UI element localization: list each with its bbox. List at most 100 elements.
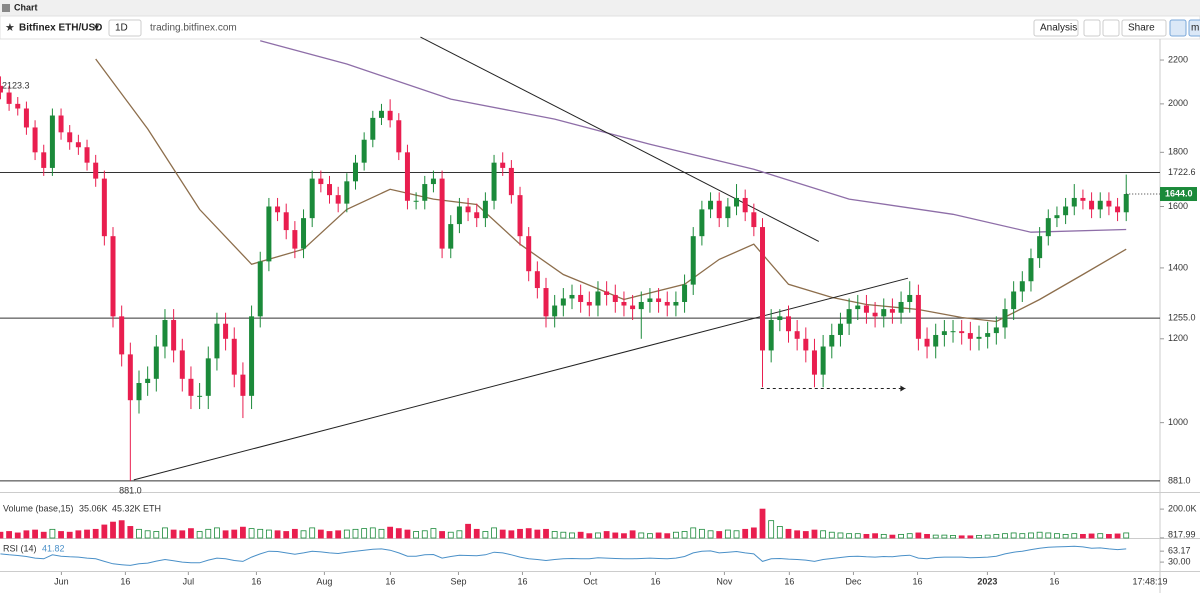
candle-body — [829, 334, 835, 347]
volume-bar — [231, 529, 238, 539]
volume-bar — [941, 534, 948, 539]
volume-bar — [993, 533, 1000, 539]
candle-body — [171, 320, 177, 351]
dropdown-caret[interactable]: ▾ — [94, 23, 99, 34]
candle-body — [647, 298, 653, 302]
rsi-line — [0, 545, 1127, 566]
volume-bar — [621, 533, 627, 539]
volume-bar — [846, 533, 853, 539]
menu-label[interactable]: m — [1191, 23, 1199, 34]
volume-bar — [274, 530, 281, 539]
trend-line — [133, 277, 909, 481]
volume-bar — [768, 520, 775, 539]
candle-body — [967, 333, 973, 339]
candle-body — [543, 288, 549, 317]
trend-line — [420, 36, 820, 242]
candle-body — [699, 209, 705, 237]
volume-bar — [906, 533, 913, 539]
volume-bar — [837, 532, 844, 539]
candle-body — [1106, 200, 1112, 207]
candle-body — [257, 261, 263, 317]
volume-bar — [880, 533, 887, 539]
fullscreen-button[interactable] — [1169, 19, 1187, 37]
volume-bar — [465, 523, 471, 539]
candle-body — [110, 236, 116, 317]
share-button[interactable] — [1121, 19, 1167, 37]
candle-body — [785, 316, 791, 332]
candle-body — [595, 291, 601, 306]
volume-bar — [170, 529, 177, 539]
candle-body — [352, 162, 358, 182]
volume-bar — [14, 532, 21, 539]
volume-bar — [586, 533, 593, 539]
y-tick-label: 1000 — [1168, 417, 1188, 427]
x-tick-label: 16 — [120, 576, 130, 586]
volume-bar — [794, 530, 801, 539]
candle-body — [179, 350, 185, 379]
x-tick-label: Jul — [183, 576, 195, 586]
candle-body — [197, 395, 203, 397]
y-tick-label: 817.99 — [1168, 529, 1196, 539]
x-tick-label: 16 — [385, 576, 395, 586]
volume-bar — [491, 527, 497, 539]
volume-bar — [413, 531, 420, 539]
candle-body — [898, 301, 904, 313]
candle-body — [430, 178, 436, 185]
level-label: 1722.6 — [1168, 167, 1196, 177]
share-label[interactable]: Share — [1128, 23, 1155, 34]
candle-body — [837, 323, 843, 335]
rsi-title: RSI (14) — [3, 543, 37, 553]
volume-bar — [1054, 533, 1060, 539]
volume-bar — [378, 528, 385, 539]
star-icon[interactable]: ★ — [5, 22, 15, 34]
y-tick-label: 200.0K — [1168, 503, 1197, 513]
volume-bar — [1045, 532, 1052, 539]
candle-body — [1011, 291, 1017, 310]
analysis-button[interactable] — [1033, 19, 1079, 37]
symbol[interactable]: Bitfinex ETH/USD — [19, 23, 102, 34]
candle-body — [941, 331, 947, 335]
volume-bar — [144, 530, 151, 539]
volume-bar — [1114, 533, 1121, 539]
volume-bar — [66, 531, 73, 539]
source-link[interactable]: trading.bitfinex.com — [150, 23, 237, 34]
volume-bar — [534, 529, 541, 539]
x-tick-label: 16 — [517, 576, 527, 586]
candle-body — [760, 227, 766, 351]
interval-box[interactable] — [108, 19, 142, 37]
candle-body — [517, 195, 523, 237]
volume-bar — [404, 529, 411, 539]
interval[interactable]: 1D — [115, 23, 128, 34]
analysis-label[interactable]: Analysis — [1040, 23, 1077, 34]
x-tick-label: Oct — [583, 576, 598, 586]
y-tick-label: 63.17 — [1168, 546, 1191, 556]
menu-button[interactable] — [1188, 19, 1200, 37]
volume-bar — [976, 535, 982, 539]
draw-button[interactable] — [1102, 19, 1120, 37]
candle-body — [15, 103, 21, 109]
volume-bar — [118, 520, 125, 539]
candle-body — [560, 298, 566, 306]
volume-bar — [595, 532, 601, 539]
volume-bar — [291, 528, 298, 539]
x-tick-label: Nov — [716, 576, 733, 586]
volume-bar — [984, 534, 991, 539]
x-tick-label: 16 — [650, 576, 660, 586]
volume-bar — [188, 528, 194, 539]
volume-bar — [733, 530, 740, 539]
volume-bar — [551, 531, 558, 539]
candle-body — [508, 167, 514, 196]
x-tick-label: 2023 — [977, 576, 997, 586]
volume-bar — [1036, 531, 1043, 539]
candle-body — [656, 298, 662, 302]
candle-body — [1037, 236, 1043, 259]
candle-body — [275, 206, 281, 213]
candle-body — [448, 224, 454, 249]
x-tick-label: Jun — [54, 576, 69, 586]
volume-bar — [482, 531, 489, 539]
volume-bar — [6, 531, 12, 539]
volume-bar — [603, 531, 610, 539]
volume-bar — [387, 526, 394, 539]
indicator-button[interactable] — [1083, 19, 1101, 37]
volume-bar — [776, 526, 783, 539]
